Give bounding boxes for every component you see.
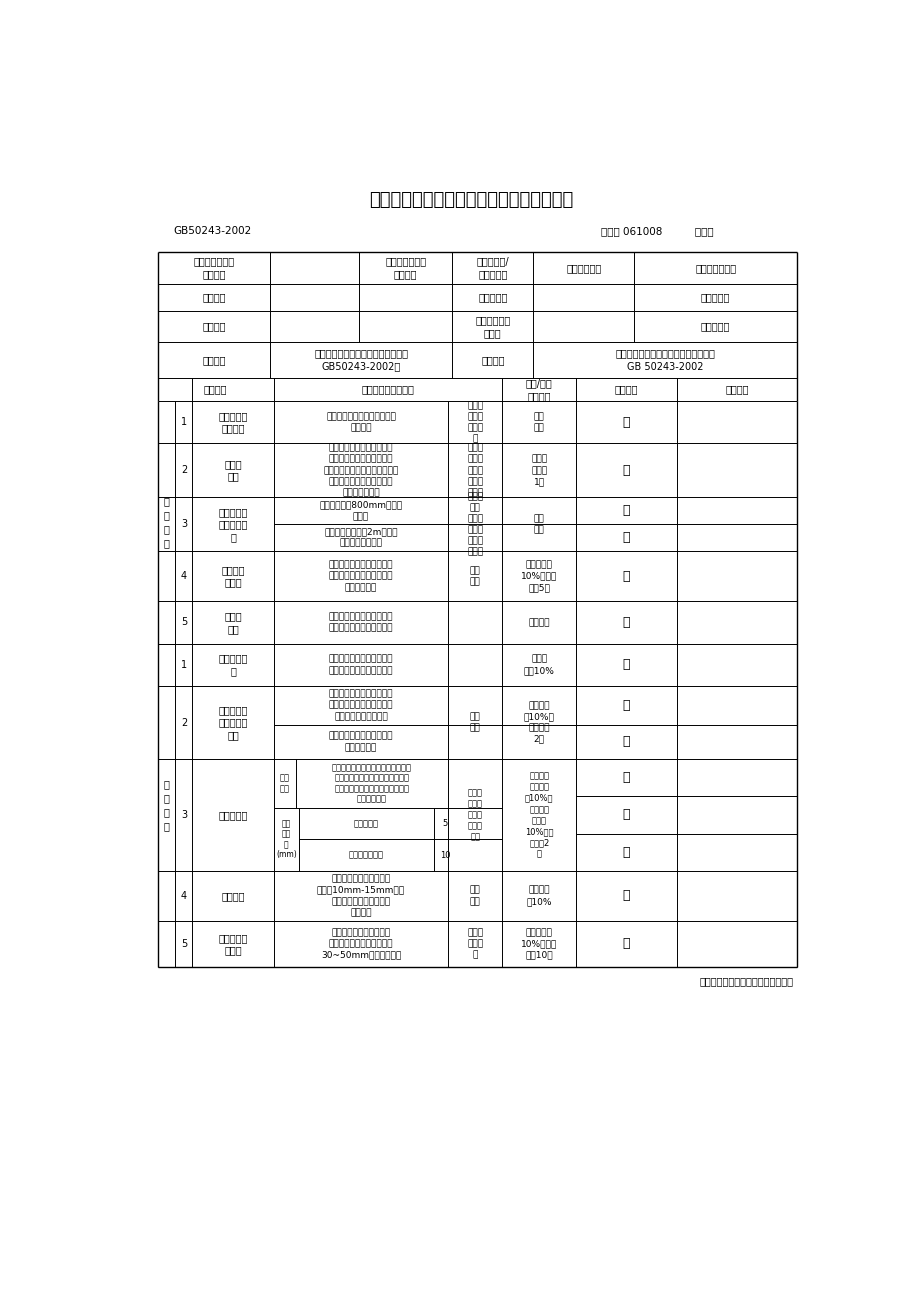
Text: GB50243-2002: GB50243-2002	[173, 227, 251, 236]
Text: 检验批部位: 检验批部位	[700, 322, 730, 332]
Text: 分包单位: 分包单位	[202, 322, 225, 332]
Text: ／: ／	[622, 736, 630, 749]
Text: ／: ／	[622, 809, 630, 822]
Text: 防腐涂料或
油漆质量: 防腐涂料或 油漆质量	[219, 411, 247, 434]
Text: 平整
度偏
差
(mm): 平整 度偏 差 (mm)	[276, 819, 296, 859]
Text: 检验批容量: 检验批容量	[700, 293, 730, 302]
Text: 设计要求及规范规定: 设计要求及规范规定	[361, 384, 414, 395]
Text: ／: ／	[622, 504, 630, 517]
Text: 穿越防火隔断两侧2m范围内
风管、管道绝热层: 穿越防火隔断两侧2m范围内 风管、管道绝热层	[324, 527, 397, 548]
Text: 4: 4	[181, 572, 187, 581]
Text: 观察
检查: 观察 检查	[470, 566, 481, 586]
Text: 抽批
检查: 抽批 检查	[533, 413, 544, 432]
Text: 观察、
检查材
料合格
证及检
测报告: 观察、 检查材 料合格 证及检 测报告	[467, 444, 482, 497]
Text: ／: ／	[622, 415, 630, 428]
Text: 采用不燃或难燃材料；其材
质、密度、规格与厚度等应
符合设计要求。如采用难燃材料
时，对其难燃性进行查验，
合格后方可使用: 采用不燃或难燃材料；其材 质、密度、规格与厚度等应 符合设计要求。如采用难燃材料…	[323, 444, 398, 497]
Text: 3: 3	[181, 519, 187, 530]
Text: 绝热涂料: 绝热涂料	[221, 891, 244, 901]
Text: ／: ／	[622, 846, 630, 859]
Text: 广西建设工程质量安全监督总站编制: 广西建设工程质量安全监督总站编制	[698, 976, 792, 986]
Text: 桂建质 061008          （一）: 桂建质 061008 （一）	[600, 227, 713, 236]
Text: 尺量、
观察检
查: 尺量、 观察检 查	[467, 928, 482, 960]
Text: 空调设备、
管件连通或
绝热: 空调设备、 管件连通或 绝热	[219, 706, 247, 740]
Text: 验收项目: 验收项目	[204, 384, 227, 395]
Text: 按面积
抽查10%: 按面积 抽查10%	[523, 655, 554, 674]
Text: 分项工程名称: 分项工程名称	[565, 263, 601, 273]
Text: 观察检
查、用
钢直尺
、塞尺
量检: 观察检 查、用 钢直尺 、塞尺 量检	[468, 788, 482, 841]
Text: 1: 1	[181, 417, 187, 427]
Text: 项目负责人: 项目负责人	[478, 293, 507, 302]
Text: ／: ／	[622, 570, 630, 583]
Text: 5: 5	[181, 939, 187, 949]
Text: 绝热材料层: 绝热材料层	[219, 810, 247, 820]
Text: 材料抽
验证: 材料抽 验证	[224, 460, 242, 482]
Text: 绝针布缠护
层施工: 绝针布缠护 层施工	[219, 932, 247, 956]
Text: 观察、
检查材
料合格
证: 观察、 检查材 料合格 证	[467, 401, 482, 444]
Text: 2: 2	[181, 465, 187, 475]
Text: 最小/实际
抽样数量: 最小/实际 抽样数量	[526, 379, 552, 401]
Text: 分部（子分部）
工程名称: 分部（子分部） 工程名称	[385, 256, 425, 280]
Text: 洁净室
管道: 洁净室 管道	[224, 611, 242, 634]
Text: 施工依据: 施工依据	[202, 355, 225, 365]
Text: 按数量抽
查10%: 按数量抽 查10%	[526, 885, 551, 906]
Text: 管道接触
长度按抽
查10%和
设件、阀
门抽查
10%，且
不少于2
个: 管道接触 长度按抽 查10%和 设件、阀 门抽查 10%，且 不少于2 个	[525, 772, 553, 858]
Text: 按数量抽查
10%，且不
少于10㎡: 按数量抽查 10%，且不 少于10㎡	[521, 928, 557, 960]
Text: 观察、
检查
（通风
空调检
测试验
记录）: 观察、 检查 （通风 空调检 测试验 记录）	[467, 492, 482, 556]
Text: ／: ／	[622, 699, 630, 712]
Text: 单位（子单位）
工程名称: 单位（子单位） 工程名称	[193, 256, 234, 280]
Text: 通风与空调工程施工质量验收规范（
GB50243-2002）: 通风与空调工程施工质量验收规范（ GB50243-2002）	[313, 349, 408, 371]
Text: 5: 5	[442, 819, 448, 828]
Text: 施工单位: 施工单位	[202, 293, 225, 302]
Text: 风管系统部件的绝热不得影
响其操作功能: 风管系统部件的绝热不得影 响其操作功能	[328, 732, 393, 751]
Text: ／: ／	[622, 464, 630, 477]
Text: 4: 4	[181, 891, 187, 901]
Text: ／: ／	[622, 659, 630, 672]
Text: 通风与空调/
冷凝水系统: 通风与空调/ 冷凝水系统	[476, 256, 508, 280]
Text: 主
控
项
目: 主 控 项 目	[164, 496, 169, 548]
Text: 不应采用易产尘的材料（如
玻璃纤维、超纤维矿棉等）: 不应采用易产尘的材料（如 玻璃纤维、超纤维矿棉等）	[328, 612, 393, 633]
Text: ／: ／	[622, 937, 630, 950]
Text: 采用非闭孔性绝热材料时，
隔气层（防潮层）必须完整
，且封闭良好: 采用非闭孔性绝热材料时， 隔气层（防潮层）必须完整 ，且封闭良好	[328, 561, 393, 592]
Text: 一
般
项
目: 一 般 项 目	[164, 780, 169, 832]
Text: 观察
检查: 观察 检查	[470, 712, 481, 733]
Text: 质量
要求: 质量 要求	[279, 773, 289, 793]
Text: 检查结果: 检查结果	[724, 384, 748, 395]
Text: ／: ／	[622, 531, 630, 544]
Text: 1: 1	[181, 660, 187, 669]
Text: 全数检查: 全数检查	[528, 618, 550, 628]
Text: 2: 2	[181, 717, 187, 728]
Text: 均匀、无堆积、皱纹、气泡
、搀杂、混色与鬣杂等缺陷: 均匀、无堆积、皱纹、气泡 、搀杂、混色与鬣杂等缺陷	[328, 655, 393, 674]
Text: 10: 10	[439, 850, 450, 859]
Text: 采用绝针缠布作绝热保护
层时，搭接宽度均匀，宜为
30~50mm，且松紧适度: 采用绝针缠布作绝热保护 层时，搭接宽度均匀，宜为 30~50mm，且松紧适度	[321, 928, 401, 960]
Text: 全数
检查: 全数 检查	[533, 514, 544, 534]
Text: 按批随
机抽查
1件: 按批随 机抽查 1件	[530, 454, 547, 486]
Text: 材料层密实、无架缝、空隙等缺陷。
有道面平整，防腐层（包括绝热各
层部位）完整，且封闭良好，竖直
管排缝隙顺水: 材料层密实、无架缝、空隙等缺陷。 有道面平整，防腐层（包括绝热各 层部位）完整，…	[332, 763, 412, 803]
Text: 3: 3	[181, 810, 187, 820]
Text: 观察
检查: 观察 检查	[470, 885, 481, 906]
Text: 涂抹或其他方式: 涂抹或其他方式	[348, 850, 383, 859]
Text: 按数量抽
查10%，
且不少于
2个: 按数量抽 查10%， 且不少于 2个	[523, 702, 554, 743]
Text: 管道、设备防腐与绝热检验批质量验收记录: 管道、设备防腐与绝热检验批质量验收记录	[369, 191, 573, 210]
Text: ／: ／	[622, 616, 630, 629]
Text: 使用不燃绝
热材料的场
合: 使用不燃绝 热材料的场 合	[219, 506, 247, 542]
Text: 5: 5	[181, 617, 187, 628]
Text: 验收依据: 验收依据	[481, 355, 504, 365]
Text: 分包单位项目
负责人: 分包单位项目 负责人	[475, 315, 510, 339]
Text: 防腐涂层质
量: 防腐涂层质 量	[219, 654, 247, 676]
Text: 检查记录: 检查记录	[614, 384, 638, 395]
Text: 必须是在有效保质期期限内的
合格产品: 必须是在有效保质期期限内的 合格产品	[325, 413, 395, 432]
Text: ／: ／	[622, 889, 630, 902]
Text: 低温风管
的绝填: 低温风管 的绝填	[221, 565, 244, 587]
Text: 各类空调设备、部件的油漆
质、漆，不得遮盖铭牌标志
和影响部件的功能使用: 各类空调设备、部件的油漆 质、漆，不得遮盖铭牌标志 和影响部件的功能使用	[328, 690, 393, 721]
Text: 《通风与空调工程施工质量验收规范》
GB 50243-2002: 《通风与空调工程施工质量验收规范》 GB 50243-2002	[615, 349, 714, 371]
Text: 用绝热层时，分层涂抹；
每层约10mm-15mm；色
均，表面面化光亮、丰富
、无缺陷: 用绝热层时，分层涂抹； 每层约10mm-15mm；色 均，表面面化光亮、丰富 、…	[317, 875, 404, 917]
Text: ／: ／	[622, 771, 630, 784]
Text: 卷材或板材: 卷材或板材	[354, 819, 379, 828]
Text: 电加热器前后800mm的风管
和绝热: 电加热器前后800mm的风管 和绝热	[319, 501, 403, 521]
Text: 管道、设备防腐: 管道、设备防腐	[695, 263, 735, 273]
Text: 按数量抽查
10%，且不
少于5段: 按数量抽查 10%，且不 少于5段	[521, 561, 557, 592]
